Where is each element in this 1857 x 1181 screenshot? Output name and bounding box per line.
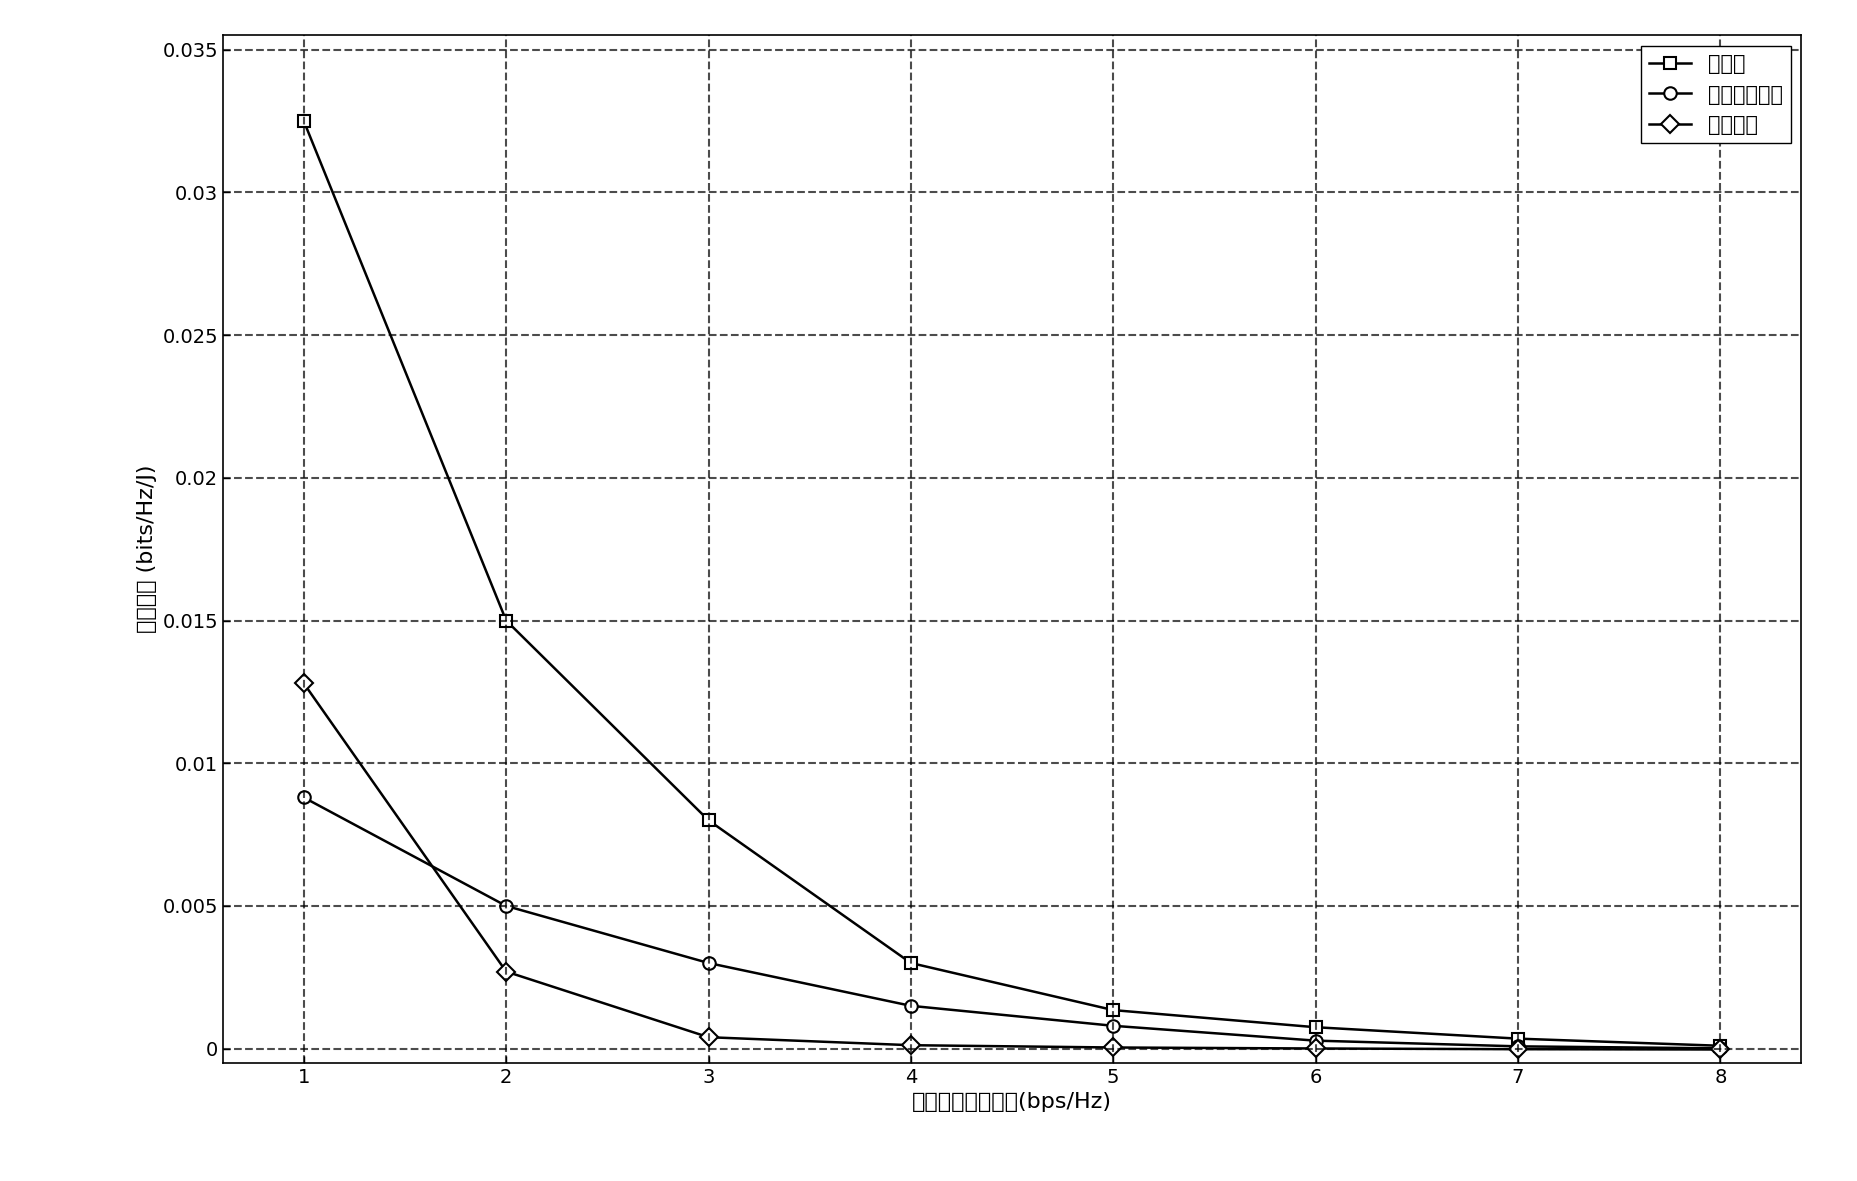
最小化总功率 [1708, 1042, 1731, 1056]
最小化总功率 [698, 955, 721, 970]
频分复用 [901, 1038, 923, 1052]
频分复用 [1101, 1040, 1123, 1055]
最小化总功率 [1304, 1033, 1326, 1048]
Line: 最小化总功率: 最小化总功率 [297, 791, 1727, 1055]
本发明 [1506, 1031, 1528, 1045]
本发明 [293, 113, 316, 128]
本发明 [496, 613, 518, 627]
最小化总功率 [496, 899, 518, 913]
本发明 [1101, 1003, 1123, 1017]
最小化总功率 [1506, 1039, 1528, 1053]
最小化总功率 [293, 790, 316, 804]
频分复用 [1708, 1043, 1731, 1057]
频分复用 [1304, 1042, 1326, 1056]
频分复用 [496, 965, 518, 979]
频分复用 [698, 1030, 721, 1044]
Legend: 本发明, 最小化总功率, 频分复用: 本发明, 最小化总功率, 频分复用 [1642, 46, 1790, 143]
最小化总功率 [901, 999, 923, 1013]
X-axis label: 各用户数据率需求(bps/Hz): 各用户数据率需求(bps/Hz) [912, 1092, 1112, 1113]
Line: 频分复用: 频分复用 [297, 677, 1727, 1056]
频分复用 [293, 677, 316, 691]
Y-axis label: 能量效率 (bits/Hz/J): 能量效率 (bits/Hz/J) [137, 465, 156, 633]
本发明 [698, 814, 721, 828]
本发明 [901, 955, 923, 970]
Line: 本发明: 本发明 [297, 115, 1727, 1052]
本发明 [1304, 1020, 1326, 1035]
本发明 [1708, 1039, 1731, 1053]
频分复用 [1506, 1042, 1528, 1056]
最小化总功率 [1101, 1019, 1123, 1033]
